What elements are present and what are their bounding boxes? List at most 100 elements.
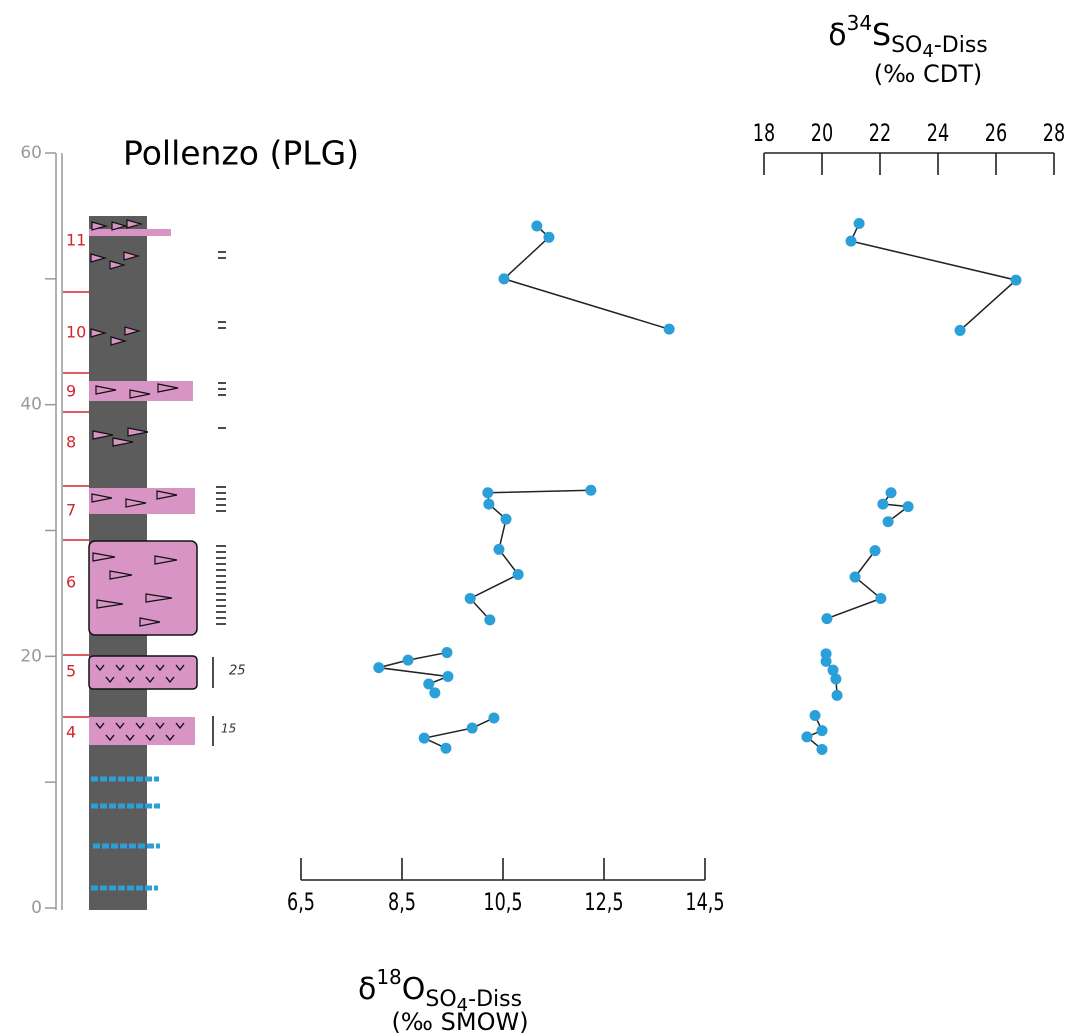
data-point (418, 732, 430, 744)
x-tick-label: 6,5 (287, 887, 315, 916)
data-point (827, 664, 839, 676)
x-axis-title-part: δ (358, 972, 376, 1007)
data-point (845, 235, 857, 247)
data-point (885, 487, 897, 499)
unit-boundaries (63, 291, 89, 718)
x-axis-title-part: -Diss (468, 987, 522, 1012)
x-tick-label: 24 (927, 118, 949, 147)
data-point (423, 678, 435, 690)
data-point (821, 613, 833, 625)
x-axis-title-part: SO (891, 33, 922, 58)
data-point (853, 217, 865, 229)
x-tick-label: 26 (985, 118, 1007, 147)
x-tick-label: 8,5 (388, 887, 416, 916)
x-axis-unit: (‰ CDT) (874, 60, 982, 88)
data-point (1010, 274, 1022, 286)
y-tick-label: 60 (20, 143, 42, 163)
unit-label: 6 (66, 573, 76, 592)
x-axis-title: δ34SSO4-Diss (828, 11, 988, 63)
x-axis-title-part: 4 (922, 41, 933, 62)
data-point (816, 743, 828, 755)
x-tick-label: 10,5 (483, 887, 522, 916)
gypsum-symbols (90, 219, 185, 742)
data-point (483, 498, 495, 510)
x-tick-label: 14,5 (685, 887, 724, 916)
unit-label: 5 (66, 662, 76, 681)
profile-line (468, 489, 591, 621)
data-point (882, 516, 894, 528)
x-axis-title-part: 4 (457, 995, 468, 1016)
clay-layers (91, 776, 160, 891)
data-point (875, 592, 887, 604)
data-point (531, 220, 543, 232)
unit-label: 4 (66, 723, 76, 742)
data-point (877, 498, 889, 510)
profile-line (378, 651, 449, 694)
y-tick-label: 0 (31, 898, 42, 918)
bed (89, 717, 195, 745)
data-point (820, 655, 832, 667)
profile-line (805, 715, 824, 751)
data-point (493, 543, 505, 555)
depth-axis (55, 153, 63, 910)
profile-line (826, 550, 883, 620)
x-tick-label: 12,5 (584, 887, 623, 916)
data-point (543, 231, 555, 243)
bed (89, 229, 171, 236)
profile-line (421, 717, 495, 749)
data-point (831, 689, 843, 701)
data-point (801, 731, 813, 743)
bed (88, 655, 198, 690)
profile-line (849, 223, 1018, 331)
data-point (482, 487, 494, 499)
column: 25 15 (63, 216, 246, 910)
profile-line (881, 492, 911, 523)
data-point (442, 670, 454, 682)
x-axis-title-part: 34 (847, 11, 872, 35)
unit-label: 10 (66, 323, 86, 342)
data-point (663, 323, 675, 335)
unit-label: 8 (66, 433, 76, 452)
figure-title: Pollenzo (PLG) (123, 134, 359, 173)
data-point (373, 662, 385, 674)
data-point (830, 673, 842, 685)
x-axis-title-part: SO (425, 987, 456, 1012)
data-point (488, 712, 500, 724)
data-point (809, 709, 821, 721)
data-point (820, 648, 832, 660)
profile-line (502, 225, 670, 330)
x-axis-title: δ18OSO4-Diss (358, 965, 522, 1017)
data-point (498, 273, 510, 285)
unit-label: 7 (66, 501, 76, 520)
unit-label: 11 (66, 231, 86, 250)
data-point (466, 722, 478, 734)
y-tick-label: 20 (20, 646, 42, 666)
data-point (512, 569, 524, 581)
unit-label: 9 (66, 382, 76, 401)
data-point (440, 742, 452, 754)
data-point (585, 484, 597, 496)
x-tick-label: 28 (1043, 118, 1065, 147)
data-point (429, 687, 441, 699)
annotation: 25 (229, 664, 246, 679)
bed (89, 488, 195, 514)
data-point (500, 513, 512, 525)
x-tick-label: 22 (869, 118, 891, 147)
data-point (816, 725, 828, 737)
x-axis-unit: (‰ SMOW) (391, 1008, 528, 1033)
annotation: 15 (221, 722, 236, 736)
x-axis-title-part: -Diss (934, 33, 988, 58)
data-point (441, 647, 453, 659)
x-axis-title-part: 18 (376, 965, 401, 989)
data-point (902, 501, 914, 513)
data-point (849, 571, 861, 583)
data-point (869, 545, 881, 557)
data-point (464, 592, 476, 604)
bed (88, 540, 198, 636)
x-axis-title-part: O (402, 972, 426, 1007)
sample-marks (212, 251, 226, 746)
data-point (484, 614, 496, 626)
y-tick-label: 40 (20, 395, 42, 415)
x-axis-title-part: δ (828, 18, 846, 53)
